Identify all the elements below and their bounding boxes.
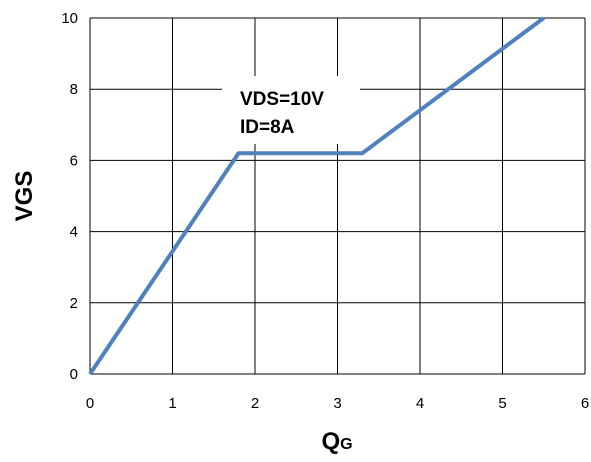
x-axis-title-subscript: G (340, 436, 352, 453)
y-tick-label: 2 (70, 295, 78, 312)
x-tick-label: 5 (498, 395, 506, 412)
x-axis-title-main: Q (321, 428, 340, 455)
x-tick-label: 1 (168, 395, 176, 412)
x-tick-label: 6 (581, 395, 589, 412)
x-tick-label: 3 (333, 395, 341, 412)
x-tick-labels: 0 1 2 3 4 5 6 (86, 395, 589, 412)
y-tick-label: 8 (70, 81, 78, 98)
y-tick-label: 0 (70, 366, 78, 383)
annotation-vds: VDS=10V (240, 89, 324, 110)
y-axis-title: VGS (11, 171, 38, 222)
y-tick-label: 6 (70, 152, 78, 169)
y-tick-labels: 0 2 4 6 8 10 (61, 10, 78, 383)
series-layer (88, 16, 545, 376)
x-tick-label: 0 (86, 395, 94, 412)
y-tick-label: 10 (61, 10, 78, 27)
annotation-id: ID=8A (240, 117, 295, 138)
x-tick-label: 2 (251, 395, 259, 412)
y-tick-label: 4 (70, 224, 78, 241)
x-tick-label: 4 (416, 395, 424, 412)
series-line (88, 16, 545, 376)
x-axis-title: QG (321, 428, 352, 455)
annotation-box (222, 76, 360, 144)
